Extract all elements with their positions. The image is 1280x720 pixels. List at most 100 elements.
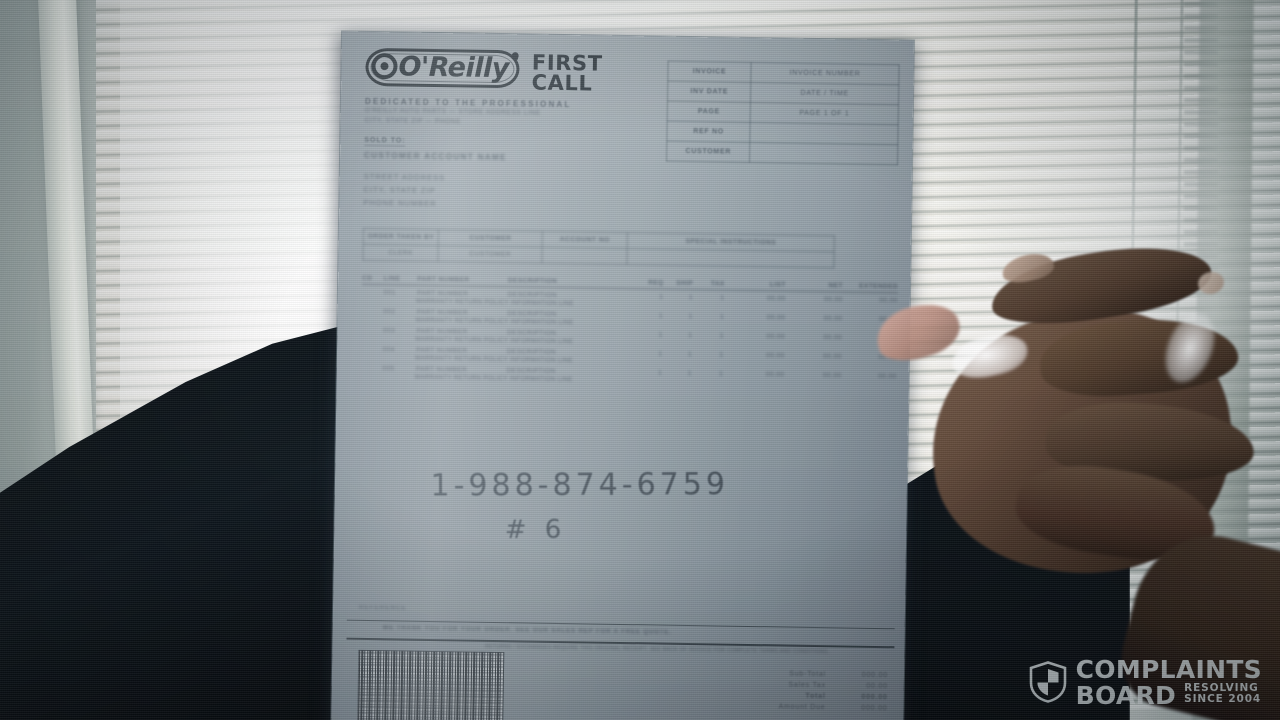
cell-cd (362, 289, 384, 296)
totals-value: 00.00 (866, 682, 888, 691)
totals-label: Sales Tax (788, 681, 826, 690)
barcode (357, 649, 505, 720)
invoice-info-table: INVOICE INVOICE NUMBER INV DATE DATE / T… (666, 60, 900, 166)
watermark-sub-line-2: SINCE 2004 (1184, 693, 1262, 706)
window-frame-right (1192, 0, 1254, 720)
info-key: INVOICE (667, 61, 752, 83)
totals-row: Amount Due 000.00 (737, 701, 888, 714)
cell-part: PART NUMBER (417, 289, 469, 298)
cell-req: 1 (659, 293, 664, 301)
info-row: CUSTOMER (666, 141, 898, 165)
cell-part: PART NUMBER (415, 365, 468, 374)
sold-to-label: SOLD TO: (364, 137, 406, 147)
info-key: INV DATE (667, 81, 751, 103)
watermark-text: COMPLAINTS BOARD RESOLVING SINCE 2004 (1076, 657, 1262, 709)
order-cell (626, 248, 835, 268)
oreilly-apostrophe-icon (511, 51, 520, 61)
totals-label: Amount Due (778, 703, 826, 712)
oreilly-logo: O'Reilly (365, 47, 521, 89)
cell-line: 005 (382, 365, 395, 373)
col-header-list: LIST (769, 281, 786, 289)
watermark-subtext: RESOLVING SINCE 2004 (1184, 681, 1262, 709)
cell-list: 00.00 (765, 371, 785, 379)
order-cell (542, 247, 628, 265)
cell-net: 00.00 (823, 353, 842, 361)
cell-req: 1 (658, 312, 664, 320)
product-line-word-2: CALL (531, 70, 593, 96)
totals-value: 000.00 (861, 671, 889, 680)
cell-list: 00.00 (767, 295, 786, 303)
cell-tax: 1 (720, 313, 725, 321)
col-header-req: REQ (648, 279, 664, 287)
cell-line: 004 (382, 346, 395, 354)
cell-part: PART NUMBER (416, 327, 468, 336)
order-header-cell: CUSTOMER (438, 229, 543, 248)
col-header-part: PART NUMBER (417, 275, 470, 284)
cell-net: 00.00 (824, 296, 843, 304)
cell-list: 00.00 (766, 333, 786, 341)
info-value (749, 122, 899, 145)
cell-ext: 00.00 (879, 296, 898, 305)
cell-part: PART NUMBER (416, 346, 468, 355)
cell-req: 1 (658, 331, 663, 339)
col-header-ext: EXTENDED (859, 282, 899, 291)
info-key: REF NO (666, 121, 751, 143)
watermark-line-1: COMPLAINTS (1075, 654, 1262, 684)
watermark-row-2: BOARD RESOLVING SINCE 2004 (1075, 681, 1262, 710)
cell-cd (361, 327, 383, 334)
cell-list: 00.00 (766, 314, 786, 322)
cell-tax: 1 (719, 370, 724, 378)
col-header-net: NET (828, 282, 843, 290)
cell-line: 001 (383, 289, 396, 297)
info-key: CUSTOMER (666, 141, 750, 163)
handwritten-reference-number: # 6 (504, 514, 567, 546)
invoice-paper: O'Reilly FIRST CALL DEDICATED TO THE PRO… (331, 31, 914, 720)
info-value: INVOICE NUMBER (750, 62, 900, 85)
cell-cd (361, 346, 383, 353)
watermark-sub-line-1: RESOLVING (1184, 681, 1259, 694)
complaints-board-watermark: COMPLAINTS BOARD RESOLVING SINCE 2004 (1029, 657, 1262, 709)
cell-net: 00.00 (823, 334, 843, 342)
info-value: PAGE 1 OF 1 (750, 102, 899, 125)
cell-net: 00.00 (823, 315, 843, 323)
handwritten-phone-number: 1-988-874-6759 (430, 466, 730, 504)
line-items-table: CD LINE PART NUMBER DESCRIPTION REQ SHIP… (361, 274, 899, 388)
cell-ship: 1 (687, 369, 692, 378)
col-header-cd: CD (362, 274, 373, 283)
cell-ext: 00.00 (878, 372, 897, 381)
cell-ext: 00.00 (878, 353, 898, 362)
cell-list: 00.00 (766, 352, 785, 360)
product-line-label: FIRST CALL (531, 50, 602, 96)
cell-tax: 1 (719, 332, 724, 340)
order-header-cell: ACCOUNT NO (542, 231, 628, 249)
totals-value: 000.00 (861, 704, 888, 713)
ship-to-block: STREET ADDRESS CITY, STATE ZIP PHONE NUM… (363, 171, 894, 218)
cell-ship: 1 (688, 293, 694, 302)
watermark-line-2: BOARD (1075, 681, 1177, 710)
cell-cd (362, 308, 384, 315)
col-header-desc: DESCRIPTION (507, 277, 558, 285)
cell-req: 1 (658, 350, 663, 358)
totals-block: Sub-Total 000.00 Sales Tax 00.00 Total 0… (737, 668, 889, 714)
handwritten-note: 1-988-874-6759 # 6 (430, 467, 770, 546)
order-cell: CLERK (362, 244, 439, 262)
cell-line: 003 (382, 327, 396, 335)
cell-ext: 00.00 (878, 334, 898, 343)
cell-ext: 00.00 (879, 315, 898, 324)
col-header-line: LINE (383, 275, 401, 283)
footer-reference: REFERENCE (358, 604, 407, 612)
cell-ship: 1 (688, 312, 693, 321)
cell-ship: 1 (688, 331, 693, 340)
cell-cd (361, 365, 383, 372)
totals-label: Sub-Total (789, 670, 827, 679)
info-value (749, 142, 898, 165)
cell-tax: 1 (719, 351, 724, 359)
totals-label: Total (805, 692, 826, 701)
col-header-tax: TAX (710, 280, 725, 288)
cell-req: 1 (658, 369, 663, 377)
shield-icon (1029, 661, 1067, 704)
cell-tax: 1 (720, 294, 725, 302)
col-header-ship: SHIP (676, 279, 694, 288)
order-header-cell: ORDER TAKEN BY (363, 228, 439, 246)
